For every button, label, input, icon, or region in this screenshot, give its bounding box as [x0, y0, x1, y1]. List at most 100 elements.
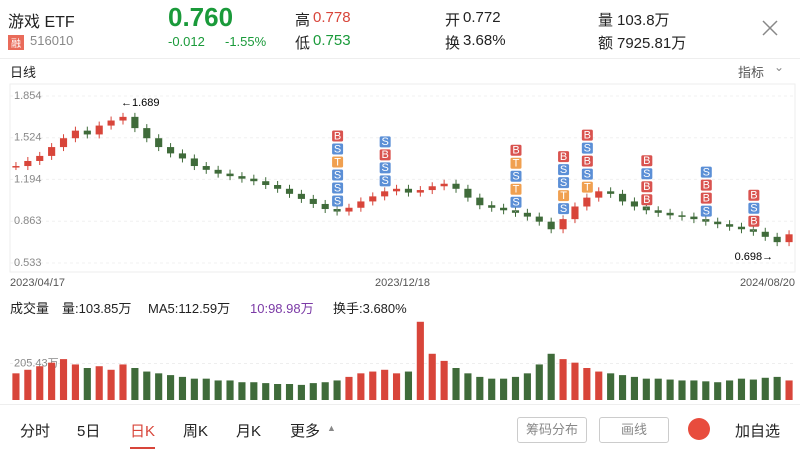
- volume-bar: [702, 381, 710, 400]
- signal-letter: S: [334, 195, 341, 207]
- candle: [167, 147, 175, 154]
- signal-letter: T: [513, 158, 520, 170]
- signal-icon: [332, 182, 344, 194]
- signal-letter: B: [750, 216, 757, 228]
- draw-button[interactable]: 画线: [599, 417, 669, 443]
- tab[interactable]: 月K: [236, 423, 262, 440]
- y-tick-label: 0.533: [14, 257, 42, 269]
- signal-letter: S: [560, 177, 567, 189]
- signal-letter: S: [703, 206, 710, 218]
- signal-icon: [641, 181, 653, 193]
- candle: [404, 188, 413, 193]
- signal-icon: [510, 183, 522, 195]
- candle: [357, 201, 365, 208]
- signal-icon: [558, 177, 570, 189]
- candle: [630, 201, 638, 207]
- volume-bar: [654, 378, 662, 400]
- volume-bar: [678, 380, 686, 400]
- signal-letter: S: [334, 169, 341, 181]
- signal-icon: [510, 196, 522, 208]
- ma5: MA5:112.59万: [148, 301, 231, 316]
- turnover: 3.68%: [463, 32, 506, 49]
- candle: [428, 186, 436, 191]
- candle: [392, 188, 401, 192]
- signal-icon: [558, 164, 570, 176]
- candle: [345, 207, 353, 212]
- volume-bar: [607, 373, 615, 400]
- volume-info: 量:103.85万: [62, 301, 132, 316]
- signal-letter: S: [381, 175, 388, 187]
- signal-letter: B: [643, 181, 650, 193]
- y-tick-label: 1.524: [14, 132, 42, 144]
- tab[interactable]: 日K: [130, 420, 156, 449]
- candle: [785, 234, 793, 243]
- tab[interactable]: 分时: [20, 423, 51, 440]
- tab[interactable]: 更多: [290, 423, 321, 440]
- signal-letter: B: [703, 193, 710, 205]
- record-button[interactable]: [688, 418, 710, 440]
- min-label: 0.698→: [735, 251, 774, 263]
- volume-bar: [416, 321, 424, 400]
- candle: [678, 215, 686, 217]
- signal-letter: B: [512, 145, 519, 157]
- close-button[interactable]: [760, 18, 780, 38]
- signal-letter: S: [512, 171, 519, 183]
- candle: [202, 166, 210, 170]
- candle: [690, 216, 698, 220]
- candle: [178, 153, 187, 159]
- signal-icon: [332, 169, 344, 181]
- signal-letter: B: [584, 156, 591, 168]
- volume-bar: [511, 376, 520, 400]
- max-label: ←1.689: [121, 97, 160, 109]
- candle: [571, 206, 579, 220]
- volume-bar: [321, 382, 329, 400]
- signal-letter: T: [513, 184, 520, 196]
- signal-letter: S: [512, 197, 519, 209]
- divider: [0, 58, 800, 59]
- x-tick-label: 2023/12/18: [375, 277, 430, 289]
- change: -0.012: [168, 34, 205, 49]
- candle: [488, 205, 496, 208]
- signal-icon: [379, 162, 391, 174]
- candle: [321, 203, 329, 210]
- watch-button[interactable]: 加自选: [735, 423, 781, 440]
- candle: [547, 221, 555, 230]
- volume-bar: [761, 377, 769, 400]
- period: 日线: [10, 65, 37, 80]
- volume-bar: [131, 368, 139, 400]
- volume-bar: [642, 378, 650, 400]
- tab[interactable]: 周K: [183, 423, 209, 440]
- candle: [607, 191, 615, 194]
- volume-bar: [119, 364, 127, 400]
- candle: [297, 193, 305, 199]
- candle: [523, 212, 531, 217]
- stock-name: 游戏 ETF: [8, 14, 75, 31]
- candle: [726, 224, 734, 227]
- signal-letter: S: [584, 169, 591, 181]
- indicator-button[interactable]: 指标: [738, 65, 765, 80]
- chips-button[interactable]: 筹码分布: [517, 417, 587, 443]
- signal-icon: [332, 195, 344, 207]
- candle: [618, 193, 627, 202]
- signal-icon: [558, 151, 570, 163]
- signal-letter: B: [381, 149, 388, 161]
- signal-letter: S: [334, 143, 341, 155]
- volume-bar: [773, 376, 781, 400]
- volume-bar: [452, 368, 460, 400]
- x-tick-label: 2024/08/20: [740, 277, 795, 289]
- signal-letter: B: [584, 130, 591, 142]
- label: 高: [295, 12, 311, 29]
- signal-icon: [332, 156, 344, 168]
- candle: [285, 188, 294, 194]
- y-tick-label: 205.43万: [14, 357, 59, 369]
- volume-bar: [583, 368, 591, 400]
- volume-bar: [666, 379, 674, 400]
- candle: [464, 188, 472, 198]
- signal-icon: [510, 144, 522, 156]
- candle: [24, 160, 32, 167]
- volume-bar: [571, 362, 579, 400]
- volume-bar: [547, 353, 555, 400]
- volume-bar: [107, 369, 115, 400]
- tab[interactable]: 5日: [77, 423, 101, 440]
